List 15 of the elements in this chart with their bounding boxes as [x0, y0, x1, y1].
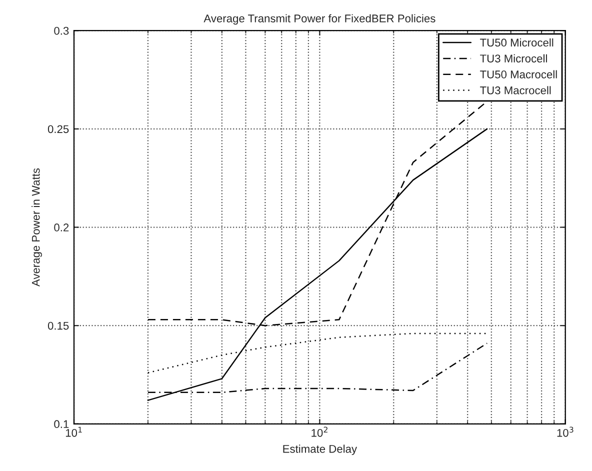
- x-tick-label: 10$^{1}$: [66, 426, 82, 437]
- chart-title: Average Transmit Power for FixedBER Policies: [204, 14, 436, 25]
- y-tick-label: 0.3: [54, 26, 69, 35]
- legend-label: TU3 Microcell: [480, 54, 547, 62]
- x-tick-label: 10$^{2}$: [312, 426, 328, 437]
- legend-label: TU50 Microcell: [480, 38, 554, 47]
- x-tick-label: 10$^{3}$: [557, 426, 574, 437]
- y-tick-label: 0.2: [54, 224, 69, 232]
- y-tick-label: 0.25: [48, 125, 69, 134]
- x-axis-title: Estimate Delay: [283, 444, 358, 456]
- y-tick-label: 0.1: [54, 420, 69, 428]
- y-tick-label: 0.15: [48, 322, 69, 330]
- legend-label: TU3 Macrocell: [480, 86, 551, 94]
- y-axis-title: Average Power in Watts: [32, 168, 42, 287]
- legend-label: TU50 Macrocell: [480, 70, 557, 78]
